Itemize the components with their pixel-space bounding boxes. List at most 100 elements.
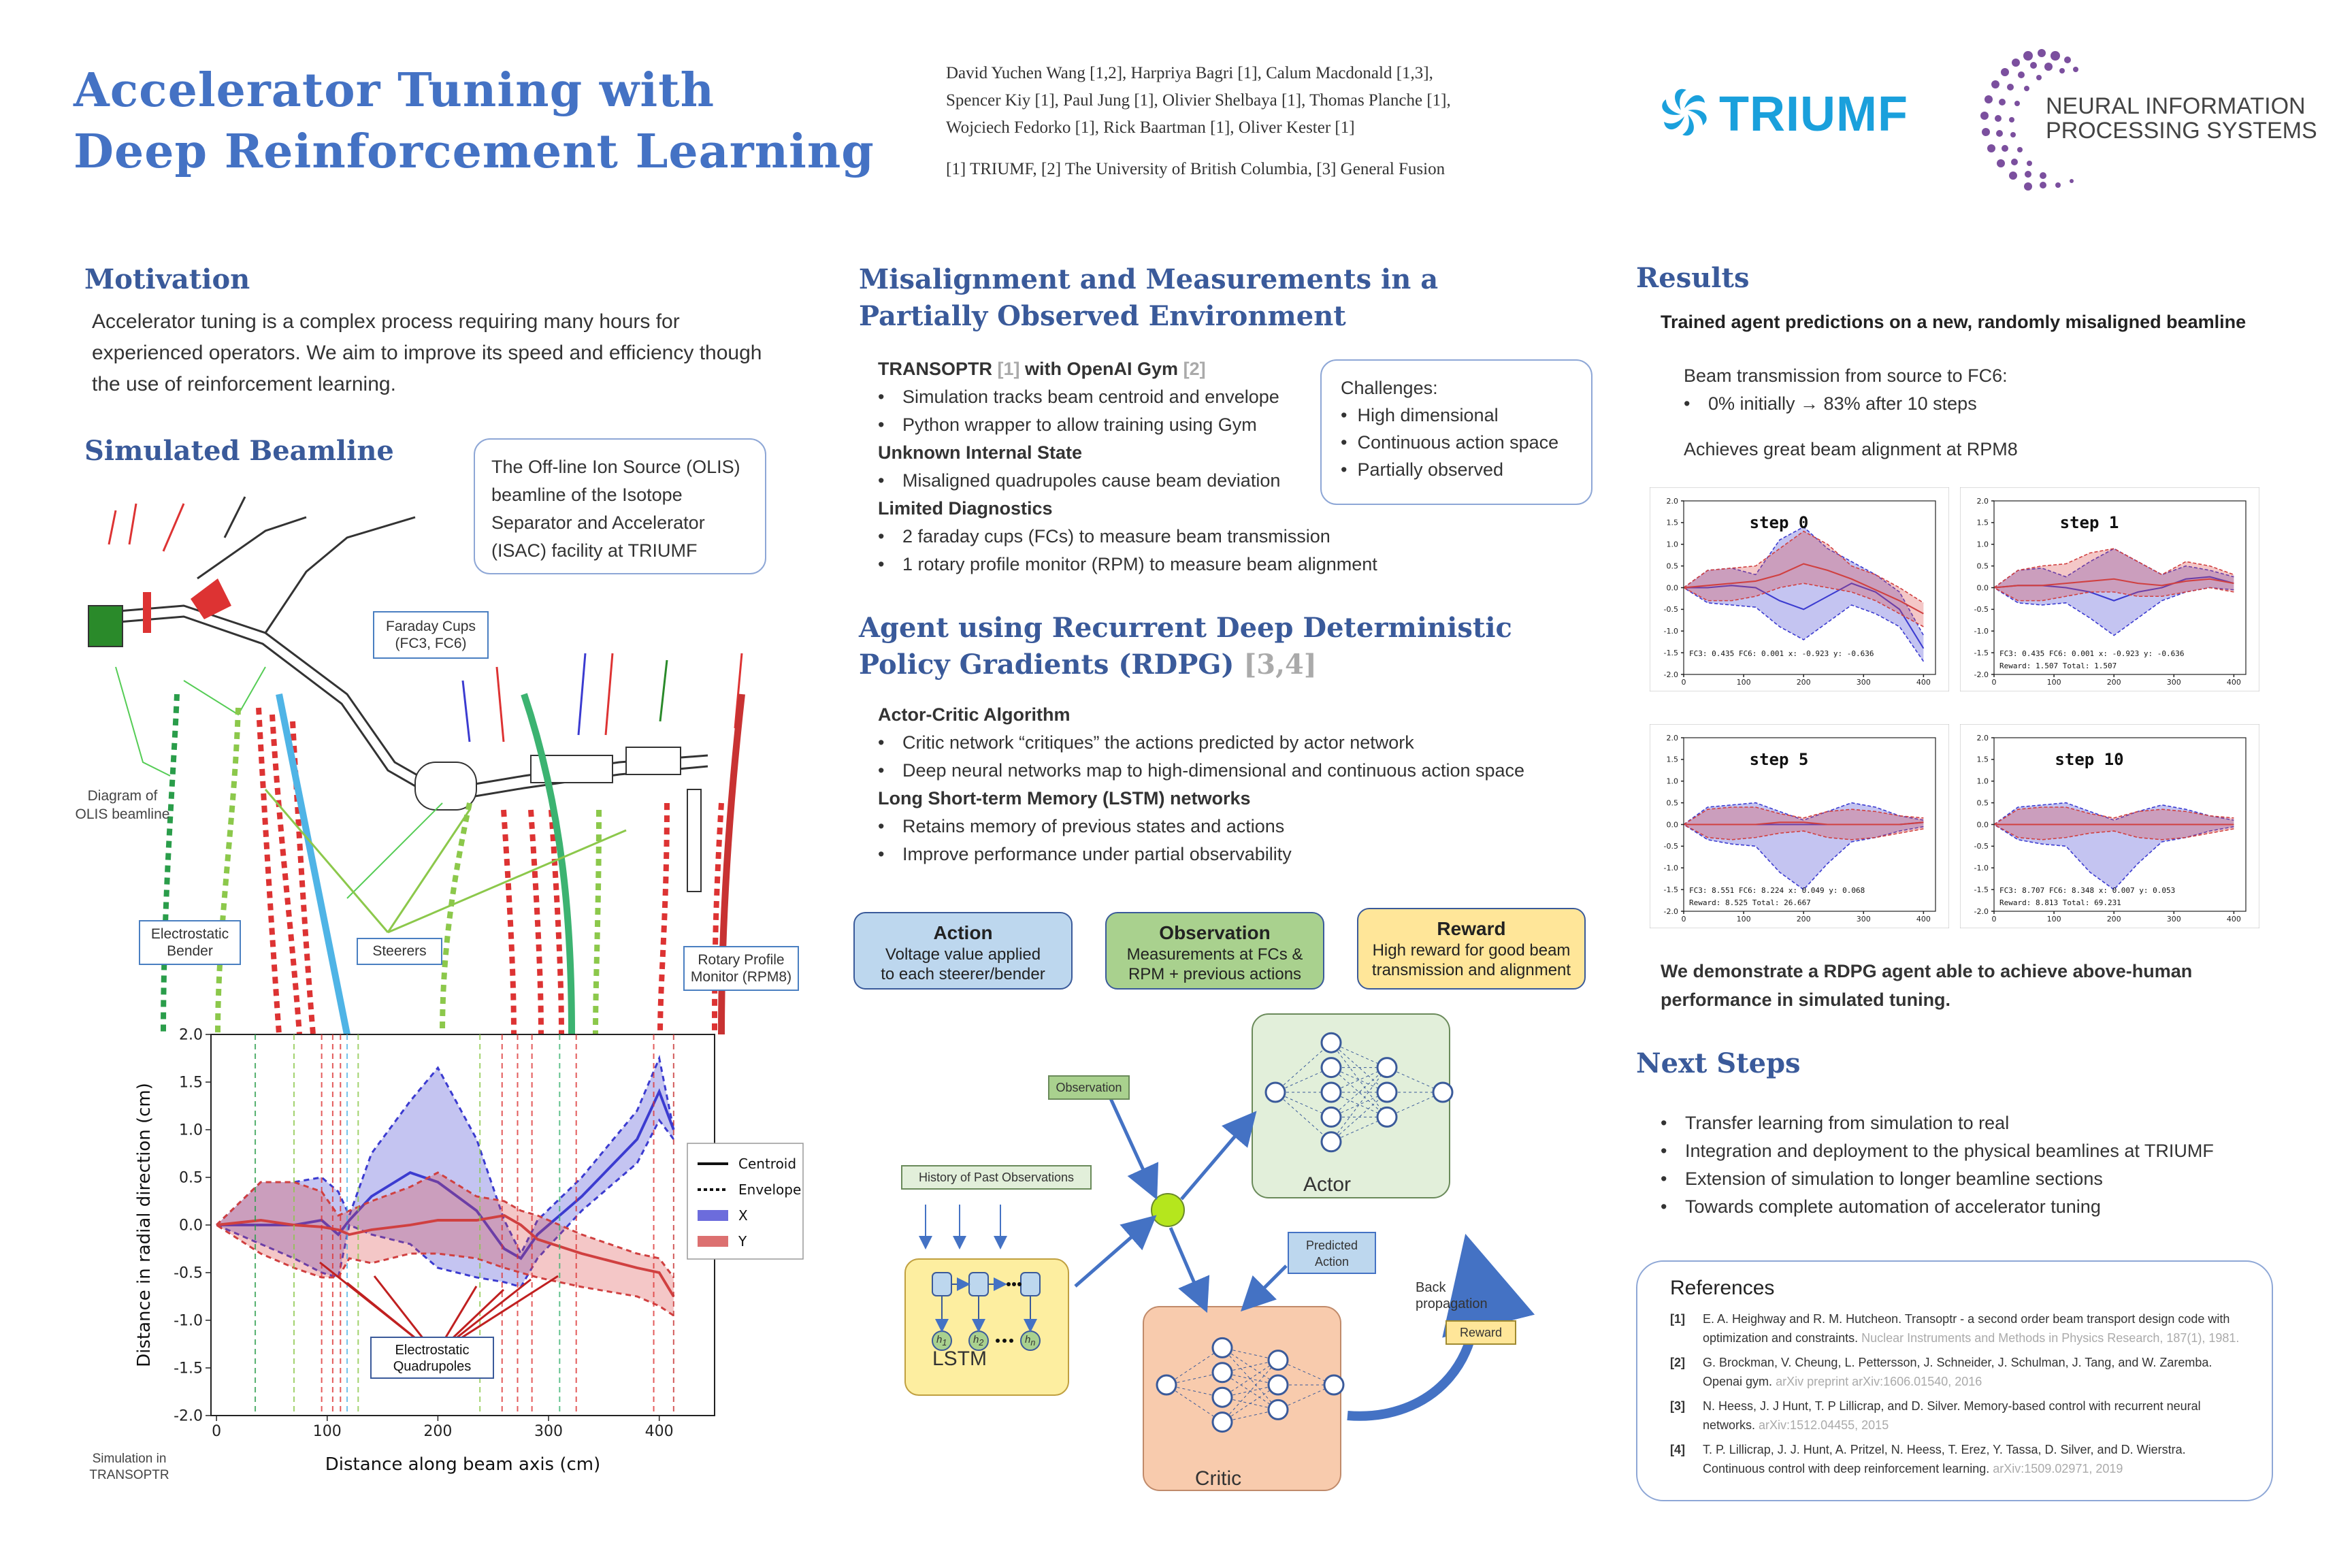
y-tick-label: 0.5 (1667, 798, 1679, 807)
electrostatic-bender-label: Electrostatic Bender (139, 920, 241, 965)
network-node (1320, 1032, 1342, 1054)
faraday-cups-label: Faraday Cups (FC3, FC6) (373, 611, 489, 659)
legend-swatch (698, 1210, 728, 1221)
results-line-2: 0% initially → 83% after 10 steps (1684, 390, 2008, 418)
agent-heading: Agent using Recurrent Deep Deterministic… (859, 610, 1512, 683)
envelope-lower-y (1993, 823, 2234, 840)
legend-label: Centroid (738, 1156, 796, 1172)
quadrupole-label-line: Quadrupoles (393, 1359, 472, 1374)
step-0-plot: 0 100 200 300 400 -2.0 -1.5 -1.0 -0.5 0.0 0.5 1.0 1.… (1650, 487, 1949, 691)
gym-sub: with OpenAI Gym (1025, 359, 1179, 379)
list-item: Extension of simulation to longer beamli… (1661, 1165, 2214, 1193)
envelope-upper-y (1993, 548, 2234, 589)
y-tick-label: 0.5 (1977, 798, 1989, 807)
y-tick-label: -1.0 (174, 1313, 203, 1330)
network-edge (1222, 1360, 1279, 1373)
panel-reward: Reward: 1.507 Total: 1.507 (1999, 662, 2117, 670)
limited-diagnostics-sub: Limited Diagnostics (878, 498, 1053, 519)
observation-box: Observation Measurements at FCs & RPM + … (1105, 912, 1324, 990)
title-line-1: Accelerator Tuning with (74, 63, 715, 118)
envelope-upper-x (1993, 802, 2234, 826)
neurips-logo: NEURAL INFORMATION PROCESSING SYSTEMS (1974, 46, 2328, 196)
list-item: Integration and deployment to the physic… (1661, 1137, 2214, 1165)
y-tick-label: 0.0 (179, 1218, 203, 1235)
y-tick-label: 2.0 (1977, 734, 1989, 742)
challenges-box: Challenges: • High dimensional • Continu… (1320, 359, 1592, 505)
x-tick-label: 200 (423, 1423, 452, 1440)
observation-title: Observation (1159, 922, 1271, 943)
x-tick-label: 100 (313, 1423, 342, 1440)
network-node (1267, 1399, 1289, 1420)
diagram-actor-label: Actor (1303, 1173, 1352, 1196)
neurips-line-2: PROCESSING SYSTEMS (2046, 118, 2317, 144)
centroid-line-x (1684, 582, 1925, 649)
network-node (1211, 1386, 1233, 1408)
list-item: Improve performance under partial observ… (878, 840, 1627, 868)
y-tick-label: -1.5 (1974, 885, 1989, 894)
y-tick-label: -1.0 (1664, 864, 1678, 872)
y-tick-label: 1.5 (1667, 755, 1679, 764)
y-tick-label: 0.5 (179, 1170, 203, 1187)
lstm-sub: Long Short-term Memory (LSTM) networks (878, 788, 1251, 808)
network-node (1432, 1081, 1454, 1103)
panel-stats: FC3: 0.435 FC6: 0.001 x: -0.923 y: -0.63… (1999, 649, 2185, 658)
y-tick-label: -2.0 (174, 1408, 203, 1425)
network-node (1211, 1337, 1233, 1358)
list-item: Retains memory of previous states and ac… (878, 813, 1627, 840)
y-tick-label: 1.0 (1977, 777, 1989, 786)
title-line-2: Deep Reinforcement Learning (74, 125, 875, 179)
network-edge (1275, 1092, 1332, 1143)
agent-heading-line-1: Agent using Recurrent Deep Deterministic (859, 612, 1512, 644)
lstm-hidden-label-2: h2 (973, 1334, 984, 1348)
motivation-text: Accelerator tuning is a complex process … (92, 310, 762, 395)
reward-box: Reward High reward for good beam transmi… (1357, 908, 1586, 990)
list-item: Python wrapper to allow training using G… (878, 411, 1558, 439)
envelope-area-x (1684, 527, 1924, 662)
network-edge (1275, 1042, 1332, 1093)
diagram-backprop-label: Back propagation (1416, 1280, 1488, 1311)
x-tick-label: 0 (1992, 915, 1997, 924)
envelope-lower-y (1993, 587, 2234, 602)
x-axis-label: Distance along beam axis (cm) (325, 1454, 601, 1475)
x-tick-label: 0 (1682, 915, 1686, 924)
x-tick-label: 0 (1682, 678, 1686, 687)
y-tick-label: 2.0 (1667, 734, 1679, 742)
beamline-heading: Simulated Beamline (84, 435, 394, 467)
chart-legend: Centroid Envelope XY (687, 1143, 804, 1260)
network-edge (1166, 1347, 1223, 1386)
y-tick-label: -0.5 (1974, 605, 1989, 614)
simulation-label: Simulation in TRANSOPTR (89, 1452, 169, 1482)
network-node (1376, 1081, 1398, 1103)
x-tick-label: 300 (2167, 678, 2181, 687)
x-tick-label: 300 (1857, 915, 1871, 924)
x-tick-label: 300 (2167, 915, 2181, 924)
network-node (1211, 1411, 1233, 1433)
lstm-hidden-label-1: h1 (936, 1334, 947, 1348)
envelope-lower-x (1683, 823, 1924, 891)
network-edge (1330, 1067, 1388, 1117)
results-line-3: Achieves great beam alignment at RPM8 (1684, 439, 2018, 459)
misalignment-heading: Misalignment and Measurements in a Parti… (859, 261, 1438, 335)
quadrupole-label-line: Electrostatic (395, 1343, 470, 1358)
reference-item: [3] N. Heess, J. J Hunt, T. P Lillicrap, … (1670, 1399, 2201, 1432)
y-tick-label: 2.0 (1977, 497, 1989, 506)
motivation-heading: Motivation (84, 263, 250, 295)
network-node (1264, 1081, 1286, 1103)
network-node (1376, 1057, 1398, 1079)
challenge-item: • High dimensional (1341, 405, 1499, 425)
panel-title: step 10 (2055, 750, 2123, 769)
actor-critic-sub: Actor-Critic Algorithm (878, 704, 1071, 725)
action-title: Action (933, 922, 993, 943)
x-tick-label: 100 (2047, 915, 2061, 924)
rdpg-diagram (904, 1013, 1535, 1491)
x-tick-label: 100 (1737, 678, 1751, 687)
y-tick-label: -2.0 (1974, 670, 1989, 679)
poster-title: Accelerator Tuning with Deep Reinforceme… (74, 60, 875, 182)
envelope-lower-y (1683, 583, 1924, 627)
centroid-line-y (1683, 563, 1924, 615)
list-item: Transfer learning from simulation to rea… (1661, 1109, 2214, 1137)
results-subtitle: Trained agent predictions on a new, rand… (1661, 312, 2247, 332)
challenge-item: • Partially observed (1341, 459, 1504, 480)
envelope-area-y (1684, 531, 1924, 627)
action-text: Voltage value applied to each steerer/be… (881, 945, 1045, 983)
